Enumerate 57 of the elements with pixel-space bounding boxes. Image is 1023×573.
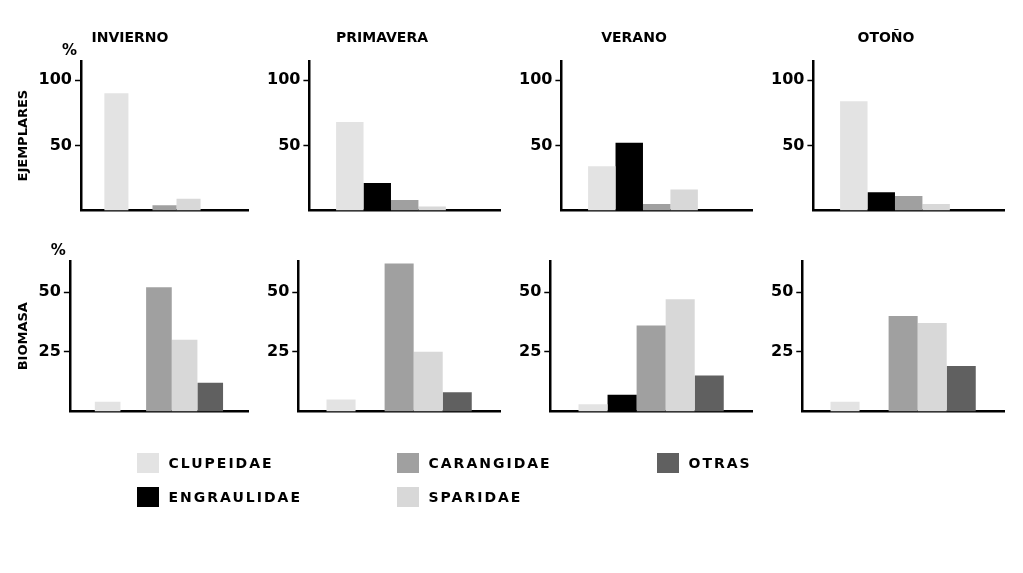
y-tick-label: 25 [267,340,290,360]
bar [642,203,671,211]
bar [917,323,947,412]
legend-label: ENGRAULIDAE [168,489,302,505]
legend-label: CARANGIDAE [428,455,552,471]
bar [670,189,698,211]
bar [152,205,177,211]
chart-title: INVIERNO [91,29,169,46]
bar [171,339,198,412]
y-tick-label: 50 [530,134,553,154]
bar [588,166,616,211]
bar [665,299,695,412]
bar [946,366,976,412]
y-tick-label: 50 [771,281,794,301]
bar [176,198,201,211]
y-tick-label: 50 [267,281,290,301]
chart-title: PRIMAVERA [335,29,429,46]
bar [636,325,666,412]
y-tick-label: 100 [518,69,553,89]
bar [888,315,918,412]
bar [418,206,446,211]
bar [390,199,419,211]
bar [384,263,414,412]
bar [94,401,121,412]
bar [578,404,608,412]
chart-title: OTOÑO [857,29,915,46]
y-tick-label: 50 [519,281,542,301]
bar [336,121,364,211]
bar [694,375,724,412]
y-tick-label: 100 [38,69,72,89]
bar [413,351,443,412]
y-axis-title: BIOMASA [15,302,31,371]
bar [326,399,356,412]
y-tick-label: 50 [278,134,301,154]
y-axis-title: EJEMPLARES [15,89,31,182]
y-tick-label: 25 [519,340,542,360]
bar [442,392,472,412]
y-tick-label: 25 [771,340,794,360]
y-tick-label: 25 [38,340,61,360]
y-tick-label: 50 [782,134,805,154]
legend-label: SPARIDAE [428,489,523,505]
bar [894,196,923,211]
bar [197,382,224,412]
legend-label: OTRAS [688,455,752,471]
bar [830,401,860,412]
y-tick-label: 100 [770,69,805,89]
text: % [50,241,66,260]
text: % [61,41,77,60]
legend-label: CLUPEIDAE [168,455,274,471]
chart-title: VERANO [601,29,667,46]
bar [146,287,172,412]
y-tick-label: 50 [38,281,61,301]
bar [104,93,129,211]
bar [840,101,868,211]
bar [922,203,950,211]
y-tick-label: 50 [49,134,72,154]
y-tick-label: 100 [266,69,301,89]
